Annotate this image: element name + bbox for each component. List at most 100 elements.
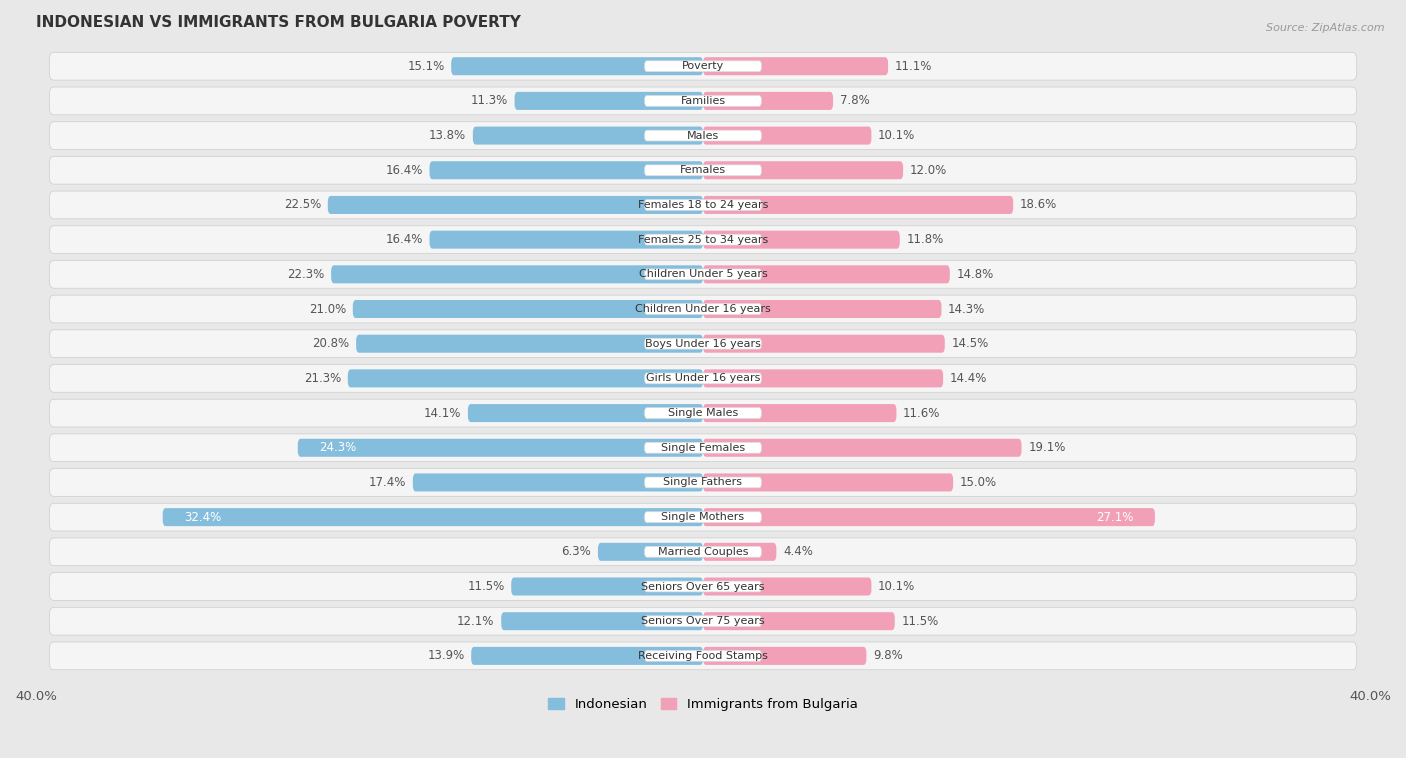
Text: Receiving Food Stamps: Receiving Food Stamps bbox=[638, 651, 768, 661]
FancyBboxPatch shape bbox=[49, 52, 1357, 80]
FancyBboxPatch shape bbox=[49, 572, 1357, 600]
Text: Girls Under 16 years: Girls Under 16 years bbox=[645, 374, 761, 384]
FancyBboxPatch shape bbox=[703, 578, 872, 596]
Text: INDONESIAN VS IMMIGRANTS FROM BULGARIA POVERTY: INDONESIAN VS IMMIGRANTS FROM BULGARIA P… bbox=[37, 15, 520, 30]
Text: 18.6%: 18.6% bbox=[1019, 199, 1057, 211]
Text: 16.4%: 16.4% bbox=[385, 233, 423, 246]
Text: Females 18 to 24 years: Females 18 to 24 years bbox=[638, 200, 768, 210]
Text: 21.3%: 21.3% bbox=[304, 372, 342, 385]
Text: 21.0%: 21.0% bbox=[309, 302, 346, 315]
Text: 14.1%: 14.1% bbox=[423, 406, 461, 420]
FancyBboxPatch shape bbox=[644, 477, 762, 488]
FancyBboxPatch shape bbox=[49, 87, 1357, 114]
Text: 10.1%: 10.1% bbox=[879, 129, 915, 142]
FancyBboxPatch shape bbox=[49, 607, 1357, 635]
FancyBboxPatch shape bbox=[501, 612, 703, 630]
FancyBboxPatch shape bbox=[703, 369, 943, 387]
Text: Single Mothers: Single Mothers bbox=[661, 512, 745, 522]
Text: 11.6%: 11.6% bbox=[903, 406, 941, 420]
Text: 11.8%: 11.8% bbox=[907, 233, 943, 246]
FancyBboxPatch shape bbox=[413, 474, 703, 491]
Text: 20.8%: 20.8% bbox=[312, 337, 350, 350]
Text: Single Males: Single Males bbox=[668, 408, 738, 418]
Text: Seniors Over 75 years: Seniors Over 75 years bbox=[641, 616, 765, 626]
Text: 11.3%: 11.3% bbox=[471, 95, 508, 108]
FancyBboxPatch shape bbox=[598, 543, 703, 561]
FancyBboxPatch shape bbox=[49, 399, 1357, 427]
Text: Females: Females bbox=[681, 165, 725, 175]
FancyBboxPatch shape bbox=[703, 300, 942, 318]
FancyBboxPatch shape bbox=[644, 130, 762, 141]
Text: 14.5%: 14.5% bbox=[952, 337, 988, 350]
FancyBboxPatch shape bbox=[298, 439, 703, 457]
FancyBboxPatch shape bbox=[49, 468, 1357, 496]
FancyBboxPatch shape bbox=[49, 156, 1357, 184]
FancyBboxPatch shape bbox=[429, 161, 703, 180]
FancyBboxPatch shape bbox=[49, 261, 1357, 288]
Text: 13.9%: 13.9% bbox=[427, 650, 464, 662]
FancyBboxPatch shape bbox=[49, 295, 1357, 323]
Legend: Indonesian, Immigrants from Bulgaria: Indonesian, Immigrants from Bulgaria bbox=[543, 693, 863, 716]
Text: 11.5%: 11.5% bbox=[901, 615, 939, 628]
FancyBboxPatch shape bbox=[512, 578, 703, 596]
Text: Females 25 to 34 years: Females 25 to 34 years bbox=[638, 235, 768, 245]
FancyBboxPatch shape bbox=[644, 199, 762, 210]
FancyBboxPatch shape bbox=[703, 474, 953, 491]
Text: Males: Males bbox=[688, 130, 718, 140]
FancyBboxPatch shape bbox=[330, 265, 703, 283]
Text: 4.4%: 4.4% bbox=[783, 545, 813, 559]
FancyBboxPatch shape bbox=[644, 615, 762, 627]
Text: 16.4%: 16.4% bbox=[385, 164, 423, 177]
Text: 14.8%: 14.8% bbox=[956, 268, 994, 280]
FancyBboxPatch shape bbox=[301, 443, 375, 453]
Text: Poverty: Poverty bbox=[682, 61, 724, 71]
Text: Families: Families bbox=[681, 96, 725, 106]
FancyBboxPatch shape bbox=[644, 443, 762, 453]
FancyBboxPatch shape bbox=[1077, 512, 1153, 522]
FancyBboxPatch shape bbox=[328, 196, 703, 214]
FancyBboxPatch shape bbox=[49, 191, 1357, 219]
FancyBboxPatch shape bbox=[703, 612, 894, 630]
FancyBboxPatch shape bbox=[644, 373, 762, 384]
Text: 11.1%: 11.1% bbox=[894, 60, 932, 73]
FancyBboxPatch shape bbox=[644, 61, 762, 71]
FancyBboxPatch shape bbox=[644, 338, 762, 349]
Text: Single Females: Single Females bbox=[661, 443, 745, 453]
FancyBboxPatch shape bbox=[644, 512, 762, 522]
FancyBboxPatch shape bbox=[703, 508, 1154, 526]
Text: 15.0%: 15.0% bbox=[960, 476, 997, 489]
FancyBboxPatch shape bbox=[468, 404, 703, 422]
Text: Single Fathers: Single Fathers bbox=[664, 478, 742, 487]
FancyBboxPatch shape bbox=[49, 226, 1357, 253]
FancyBboxPatch shape bbox=[703, 265, 950, 283]
Text: 15.1%: 15.1% bbox=[408, 60, 444, 73]
FancyBboxPatch shape bbox=[644, 269, 762, 280]
FancyBboxPatch shape bbox=[49, 642, 1357, 670]
Text: 32.4%: 32.4% bbox=[184, 511, 221, 524]
Text: Seniors Over 65 years: Seniors Over 65 years bbox=[641, 581, 765, 591]
FancyBboxPatch shape bbox=[703, 543, 776, 561]
Text: 10.1%: 10.1% bbox=[879, 580, 915, 593]
FancyBboxPatch shape bbox=[471, 647, 703, 665]
FancyBboxPatch shape bbox=[644, 650, 762, 661]
FancyBboxPatch shape bbox=[703, 647, 866, 665]
FancyBboxPatch shape bbox=[49, 330, 1357, 358]
FancyBboxPatch shape bbox=[49, 503, 1357, 531]
Text: 12.0%: 12.0% bbox=[910, 164, 948, 177]
FancyBboxPatch shape bbox=[49, 122, 1357, 149]
FancyBboxPatch shape bbox=[451, 57, 703, 75]
Text: 14.3%: 14.3% bbox=[948, 302, 986, 315]
FancyBboxPatch shape bbox=[644, 408, 762, 418]
FancyBboxPatch shape bbox=[644, 304, 762, 315]
Text: 9.8%: 9.8% bbox=[873, 650, 903, 662]
FancyBboxPatch shape bbox=[703, 230, 900, 249]
Text: 11.5%: 11.5% bbox=[467, 580, 505, 593]
FancyBboxPatch shape bbox=[703, 196, 1014, 214]
Text: 7.8%: 7.8% bbox=[839, 95, 869, 108]
FancyBboxPatch shape bbox=[49, 538, 1357, 565]
FancyBboxPatch shape bbox=[703, 127, 872, 145]
FancyBboxPatch shape bbox=[163, 508, 703, 526]
FancyBboxPatch shape bbox=[703, 404, 897, 422]
FancyBboxPatch shape bbox=[644, 96, 762, 106]
Text: Source: ZipAtlas.com: Source: ZipAtlas.com bbox=[1267, 23, 1385, 33]
